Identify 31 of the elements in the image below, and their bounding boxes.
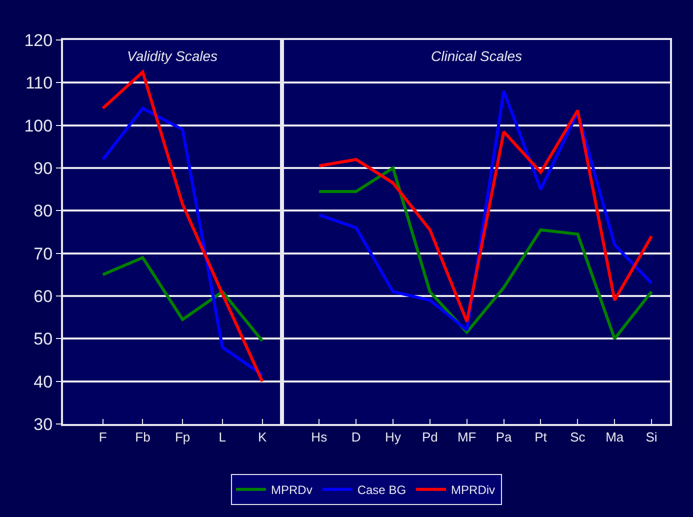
x-tick-label: Si (646, 430, 658, 445)
x-tick-label: MF (457, 430, 476, 445)
y-tick-label: 80 (34, 202, 53, 221)
x-tick-label: Pd (422, 430, 438, 445)
y-tick-label: 110 (25, 74, 53, 93)
x-tick-label: Pt (534, 430, 548, 445)
y-tick-label: 60 (34, 286, 53, 306)
x-tick-label: Fb (135, 430, 150, 445)
x-tick-label: Hy (385, 430, 402, 445)
y-tick-label: 30 (34, 414, 53, 434)
y-tick-label: 120 (24, 30, 53, 50)
x-tick-label: D (351, 430, 361, 445)
y-tick-label: 50 (34, 330, 53, 349)
y-tick-label: 70 (34, 244, 53, 264)
x-tick-label: F (98, 430, 107, 445)
y-tick-label: 100 (24, 116, 53, 136)
x-tick-label: Sc (570, 430, 586, 445)
legend-label: MPRDv (271, 483, 312, 498)
text: Validity Scales (127, 48, 218, 64)
x-tick-label: Ma (606, 430, 624, 445)
x-tick-label: Fp (174, 430, 190, 445)
x-tick-label: K (258, 430, 267, 445)
text: Clinical Scales (431, 48, 522, 64)
line-series (101, 256, 264, 342)
x-tick-label: L (218, 430, 226, 445)
y-tick-label: 40 (34, 372, 53, 392)
x-tick-label: Hs (311, 430, 328, 445)
legend-label: MPRDiv (451, 483, 496, 498)
legend-label: Case BG (357, 483, 406, 498)
x-tick-label: Pa (496, 430, 513, 445)
y-tick-label: 90 (34, 158, 53, 178)
